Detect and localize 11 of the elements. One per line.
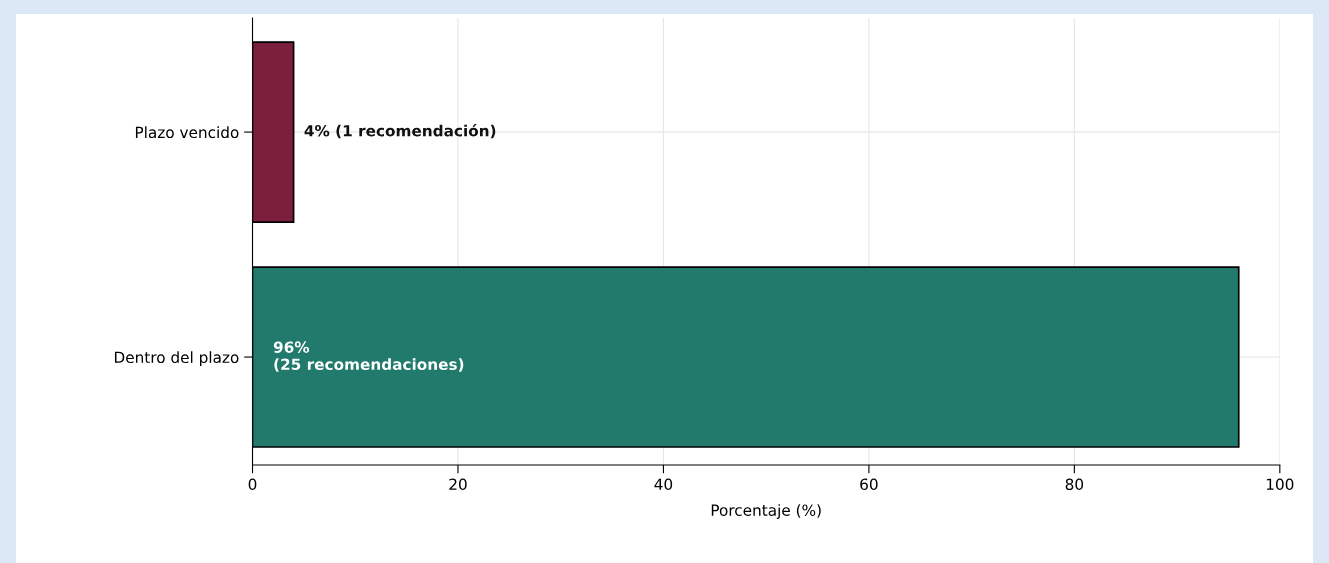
x-tick-label: 100: [1266, 478, 1294, 491]
data-label: 96% (25 recomendaciones): [273, 341, 464, 372]
x-tick-label: 20: [449, 478, 467, 491]
x-tick-label: 60: [860, 478, 878, 491]
y-tick-label: Dentro del plazo: [114, 351, 239, 367]
data-label: 4% (1 recomendación): [304, 124, 496, 139]
x-axis-title: Porcentaje (%): [711, 504, 821, 519]
x-tick-label: 40: [654, 478, 673, 491]
x-tick-label: 80: [1065, 478, 1084, 491]
y-tick-label: Plazo vencido: [135, 126, 239, 139]
x-tick-label: 0: [248, 478, 257, 491]
